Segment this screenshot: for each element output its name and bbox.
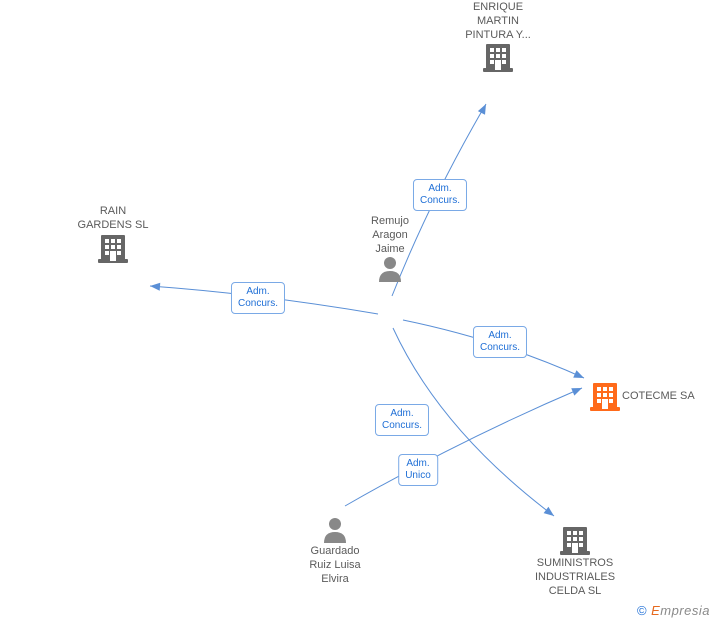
edge-arrowhead (571, 384, 583, 395)
node-label: Guardado Ruiz Luisa Elvira (285, 545, 385, 586)
node-label: RAIN GARDENS SL (63, 205, 163, 233)
person-icon (322, 517, 348, 543)
edge-arrowhead (478, 102, 490, 115)
building-icon (483, 42, 513, 72)
building-icon (98, 233, 128, 263)
node-label: COTECME SA (622, 390, 695, 404)
edge-arrowhead (544, 507, 557, 519)
company-node-enrique[interactable]: ENRIQUE MARTIN PINTURA Y... (448, 1, 548, 74)
diagram-canvas: ENRIQUE MARTIN PINTURA Y... RAIN GARDENS … (0, 0, 728, 630)
person-icon (377, 256, 403, 282)
brand-initial: E (651, 603, 660, 618)
brand-rest: mpresia (660, 603, 710, 618)
copyright-symbol: © (637, 603, 647, 618)
watermark: © Empresia (637, 603, 710, 618)
node-label: ENRIQUE MARTIN PINTURA Y... (448, 1, 548, 42)
company-node-rain[interactable]: RAIN GARDENS SL (63, 205, 163, 265)
node-label: SUMINISTROS INDUSTRIALES CELDA SL (525, 557, 625, 598)
person-node-remujo[interactable]: Remujo Aragon Jaime (340, 215, 440, 284)
building-icon (560, 525, 590, 555)
edge-arrowhead (150, 282, 161, 291)
person-node-guardado[interactable]: Guardado Ruiz Luisa Elvira (285, 517, 385, 586)
node-label: Remujo Aragon Jaime (340, 215, 440, 256)
edge-label: Adm. Concurs. (413, 179, 467, 211)
edge-arrowhead (573, 370, 585, 381)
edge-label: Adm. Unico (398, 454, 438, 486)
edge-label: Adm. Concurs. (231, 282, 285, 314)
company-node-suministros[interactable]: SUMINISTROS INDUSTRIALES CELDA SL (525, 525, 625, 598)
edge-label: Adm. Concurs. (375, 404, 429, 436)
company-node-cotecme[interactable]: COTECME SA (590, 381, 695, 413)
building-icon (590, 381, 620, 411)
edge-label: Adm. Concurs. (473, 326, 527, 358)
